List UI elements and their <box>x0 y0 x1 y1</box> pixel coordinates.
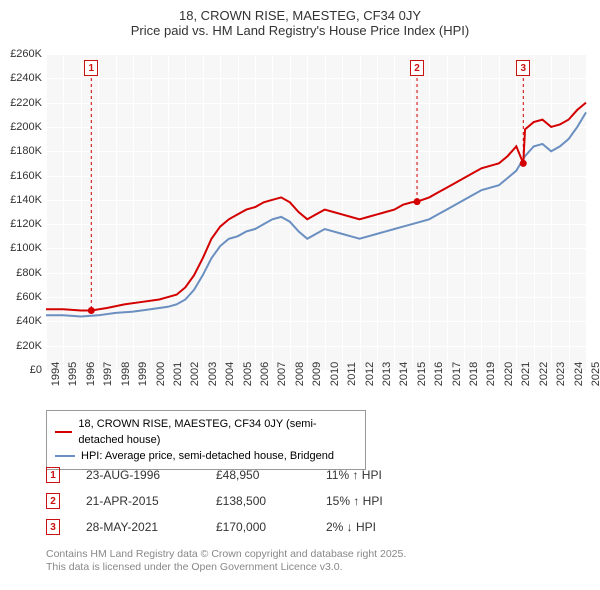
y-tick-label: £0 <box>30 364 42 376</box>
sales-row: 3 28-MAY-2021£170,0002% ↓ HPI <box>46 514 426 540</box>
sales-row-pct: 15% ↑ HPI <box>326 494 426 508</box>
x-tick-label: 2023 <box>555 362 567 386</box>
sales-row-pct: 2% ↓ HPI <box>326 520 426 534</box>
attribution: Contains HM Land Registry data © Crown c… <box>46 548 406 574</box>
sales-row: 2 21-APR-2015£138,50015% ↑ HPI <box>46 488 426 514</box>
chart-title: 18, CROWN RISE, MAESTEG, CF34 0JY Price … <box>0 0 600 38</box>
x-tick-label: 2018 <box>468 362 480 386</box>
x-tick-label: 2004 <box>224 362 236 386</box>
sales-row-num: 3 <box>46 519 60 535</box>
title-line-1: 18, CROWN RISE, MAESTEG, CF34 0JY <box>0 8 600 23</box>
gridline-v <box>586 54 587 370</box>
y-tick-label: £260K <box>10 48 42 60</box>
legend-item-property: 18, CROWN RISE, MAESTEG, CF34 0JY (semi-… <box>55 416 357 448</box>
x-tick-label: 2024 <box>573 362 585 386</box>
sales-row-date: 23-AUG-1996 <box>86 468 216 482</box>
x-tick-label: 2005 <box>242 362 254 386</box>
series-property <box>46 103 586 311</box>
sale-marker-1: 1 <box>84 60 98 76</box>
sales-row-price: £138,500 <box>216 494 326 508</box>
x-tick-label: 1995 <box>67 362 79 386</box>
x-tick-label: 2000 <box>155 362 167 386</box>
x-tick-label: 2002 <box>189 362 201 386</box>
sales-row-pct: 11% ↑ HPI <box>326 468 426 482</box>
y-tick-label: £200K <box>10 121 42 133</box>
sale-marker-2: 2 <box>410 60 424 76</box>
sales-row-num: 1 <box>46 467 60 483</box>
legend-swatch-property <box>55 431 72 433</box>
x-tick-label: 2014 <box>398 362 410 386</box>
x-tick-label: 2007 <box>276 362 288 386</box>
x-tick-label: 1999 <box>137 362 149 386</box>
y-tick-label: £20K <box>16 340 42 352</box>
legend-label-property: 18, CROWN RISE, MAESTEG, CF34 0JY (semi-… <box>78 416 357 448</box>
x-tick-label: 2003 <box>207 362 219 386</box>
x-tick-label: 1997 <box>102 362 114 386</box>
chart-container: 18, CROWN RISE, MAESTEG, CF34 0JY Price … <box>0 0 600 590</box>
y-tick-label: £220K <box>10 97 42 109</box>
x-tick-label: 2020 <box>503 362 515 386</box>
x-tick-label: 2015 <box>416 362 428 386</box>
x-tick-label: 1998 <box>120 362 132 386</box>
x-tick-label: 2016 <box>433 362 445 386</box>
sales-row-price: £48,950 <box>216 468 326 482</box>
title-line-2: Price paid vs. HM Land Registry's House … <box>0 23 600 38</box>
y-tick-label: £180K <box>10 145 42 157</box>
x-tick-label: 2006 <box>259 362 271 386</box>
x-tick-label: 2019 <box>485 362 497 386</box>
chart-lines <box>46 54 586 370</box>
sales-row-date: 28-MAY-2021 <box>86 520 216 534</box>
y-tick-label: £120K <box>10 218 42 230</box>
x-tick-label: 2009 <box>311 362 323 386</box>
y-tick-label: £60K <box>16 291 42 303</box>
x-tick-label: 1996 <box>85 362 97 386</box>
x-tick-label: 2025 <box>590 362 600 386</box>
plot-area: 1 2 3 <box>46 54 586 370</box>
y-tick-label: £240K <box>10 72 42 84</box>
y-tick-label: £160K <box>10 170 42 182</box>
x-tick-label: 2001 <box>172 362 184 386</box>
legend-swatch-hpi <box>55 455 75 457</box>
x-tick-label: 2011 <box>346 362 358 386</box>
x-tick-label: 1994 <box>50 362 62 386</box>
legend: 18, CROWN RISE, MAESTEG, CF34 0JY (semi-… <box>46 410 366 470</box>
x-tick-label: 2010 <box>329 362 341 386</box>
x-tick-label: 2012 <box>364 362 376 386</box>
sale-marker-3: 3 <box>516 60 530 76</box>
x-tick-label: 2021 <box>520 362 532 386</box>
x-tick-label: 2013 <box>381 362 393 386</box>
sales-row-num: 2 <box>46 493 60 509</box>
sales-row: 1 23-AUG-1996£48,95011% ↑ HPI <box>46 462 426 488</box>
y-tick-label: £100K <box>10 242 42 254</box>
y-tick-label: £40K <box>16 315 42 327</box>
x-tick-label: 2017 <box>451 362 463 386</box>
y-tick-label: £80K <box>16 267 42 279</box>
sales-row-price: £170,000 <box>216 520 326 534</box>
attribution-line-2: This data is licensed under the Open Gov… <box>46 561 406 574</box>
sales-row-date: 21-APR-2015 <box>86 494 216 508</box>
x-tick-label: 2022 <box>538 362 550 386</box>
x-tick-label: 2008 <box>294 362 306 386</box>
sales-table: 1 23-AUG-1996£48,95011% ↑ HPI 2 21-APR-2015… <box>46 462 426 540</box>
y-tick-label: £140K <box>10 194 42 206</box>
attribution-line-1: Contains HM Land Registry data © Crown c… <box>46 548 406 561</box>
